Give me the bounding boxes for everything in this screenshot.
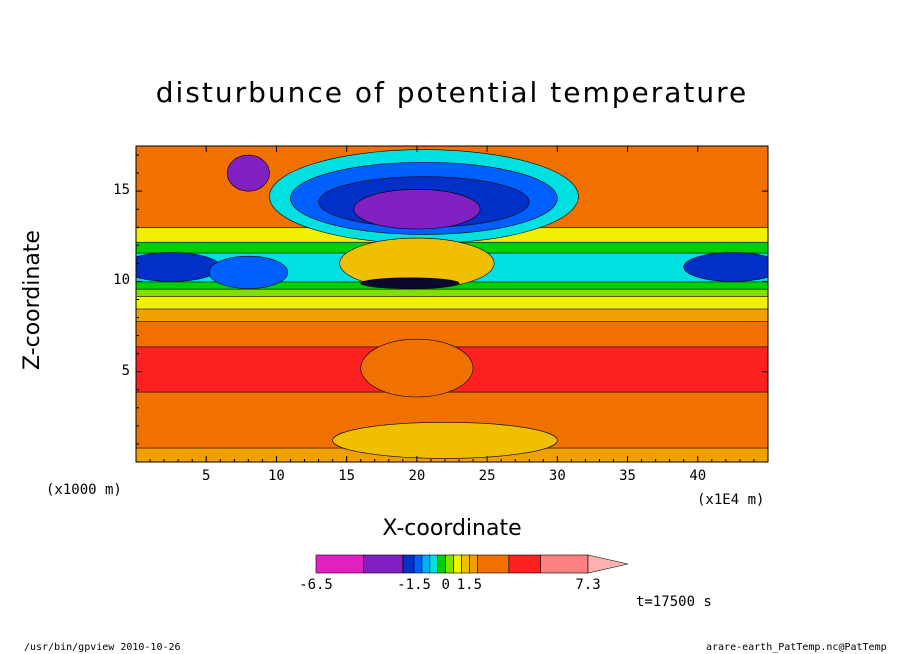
contour-band <box>136 308 768 322</box>
colorbar-segment <box>461 554 470 574</box>
contour-band <box>136 295 768 310</box>
footer-left: /usr/bin/gpview 2010-10-26 <box>24 642 181 653</box>
colorbar-segment <box>413 554 423 574</box>
colorbar-label: -6.5 <box>299 577 333 593</box>
plot-frame <box>135 145 769 463</box>
footer-right: arare-earth_PatTemp.nc@PatTemp <box>706 642 887 653</box>
colorbar-segment <box>445 554 454 574</box>
x-axis-label: X-coordinate <box>382 516 522 541</box>
x-tick-label: 20 <box>408 468 426 484</box>
x-tick-label: 30 <box>548 468 566 484</box>
x-tick-label: 35 <box>619 468 636 484</box>
axis-ticks <box>136 146 768 462</box>
colorbar-segment <box>429 554 439 574</box>
contour-region <box>683 252 768 282</box>
x-tick-label: 25 <box>478 468 496 484</box>
colorbar-label: -1.5 <box>397 577 431 593</box>
x-scale-label: (x1E4 m) <box>697 492 765 508</box>
chart-title: disturbunce of potential temperature <box>155 76 749 109</box>
contour-region <box>136 252 221 282</box>
colorbar-segment <box>540 554 589 574</box>
colorbar-label: 1.5 <box>456 577 483 593</box>
x-tick-label: 15 <box>338 468 356 484</box>
x-unit-label: (x1000 m) <box>46 482 122 498</box>
contour-region <box>360 338 474 398</box>
colorbar-label: 7.3 <box>575 577 601 593</box>
colorbar <box>315 554 629 574</box>
y-axis-label: Z-coordinate <box>20 230 45 370</box>
contour-region <box>353 189 481 230</box>
colorbar-segment <box>477 554 510 574</box>
y-tick-label: 15 <box>113 182 130 199</box>
contour-band <box>136 320 768 348</box>
y-tick-label: 10 <box>113 272 130 289</box>
contour-region <box>208 255 288 289</box>
colorbar-segment <box>508 554 541 574</box>
colorbar-segment <box>402 554 415 574</box>
x-tick-label: 5 <box>202 468 211 484</box>
colorbar-label: 0 <box>441 577 450 593</box>
contour-region <box>332 421 558 459</box>
contour-region <box>226 154 270 192</box>
colorbar-segment <box>469 554 478 574</box>
time-label: t=17500 s <box>636 594 712 610</box>
colorbar-segment <box>453 554 462 574</box>
contour-field <box>136 146 768 462</box>
colorbar-segment <box>437 554 446 574</box>
colorbar-segment <box>421 554 431 574</box>
colorbar-segment <box>315 554 364 574</box>
colorbar-extend-arrow <box>587 554 629 574</box>
contour-band <box>136 288 768 297</box>
x-tick-label: 40 <box>689 468 707 484</box>
x-tick-label: 10 <box>268 468 285 484</box>
y-tick-label: 5 <box>121 362 130 379</box>
contour-region <box>360 277 460 289</box>
colorbar-segment <box>363 554 404 574</box>
